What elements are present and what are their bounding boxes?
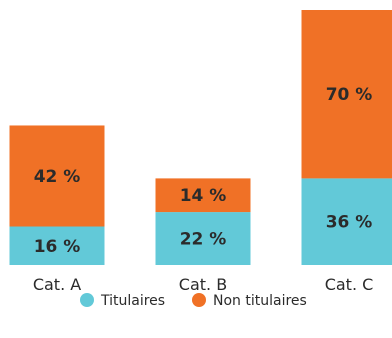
legend-label-titulaires: Titulaires	[100, 293, 165, 309]
bar-segment-titulaires-3	[301, 178, 392, 265]
legend-label-non-titulaires: Non titulaires	[213, 293, 307, 309]
legend-marker-non-titulaires	[192, 293, 206, 307]
data-label-non-titulaires-2: 14 %	[180, 186, 227, 206]
bar-segment-titulaires-1	[9, 226, 105, 265]
data-label-titulaires-2: 22 %	[180, 230, 227, 250]
bar-segment-non-titulaires-1	[9, 125, 105, 227]
category-label-3: Cat. C	[325, 275, 374, 294]
category-label-2: Cat. B	[179, 275, 227, 294]
bar-segment-non-titulaires-2	[155, 178, 251, 213]
legend-marker-titulaires	[80, 293, 94, 307]
bar-segment-non-titulaires-3	[301, 10, 392, 179]
data-label-non-titulaires-3: 70 %	[326, 85, 373, 105]
data-label-titulaires-3: 36 %	[326, 213, 373, 233]
bars-group: 16 % 42 % 22 % 14 % 36 % 70 %	[9, 10, 392, 265]
category-labels: Cat. A Cat. B Cat. C	[33, 275, 373, 294]
data-label-non-titulaires-1: 42 %	[34, 167, 81, 187]
data-label-titulaires-1: 16 %	[34, 237, 81, 257]
category-label-1: Cat. A	[33, 275, 81, 294]
bar-segment-titulaires-2	[155, 212, 251, 265]
legend: Titulaires Non titulaires	[80, 293, 307, 309]
